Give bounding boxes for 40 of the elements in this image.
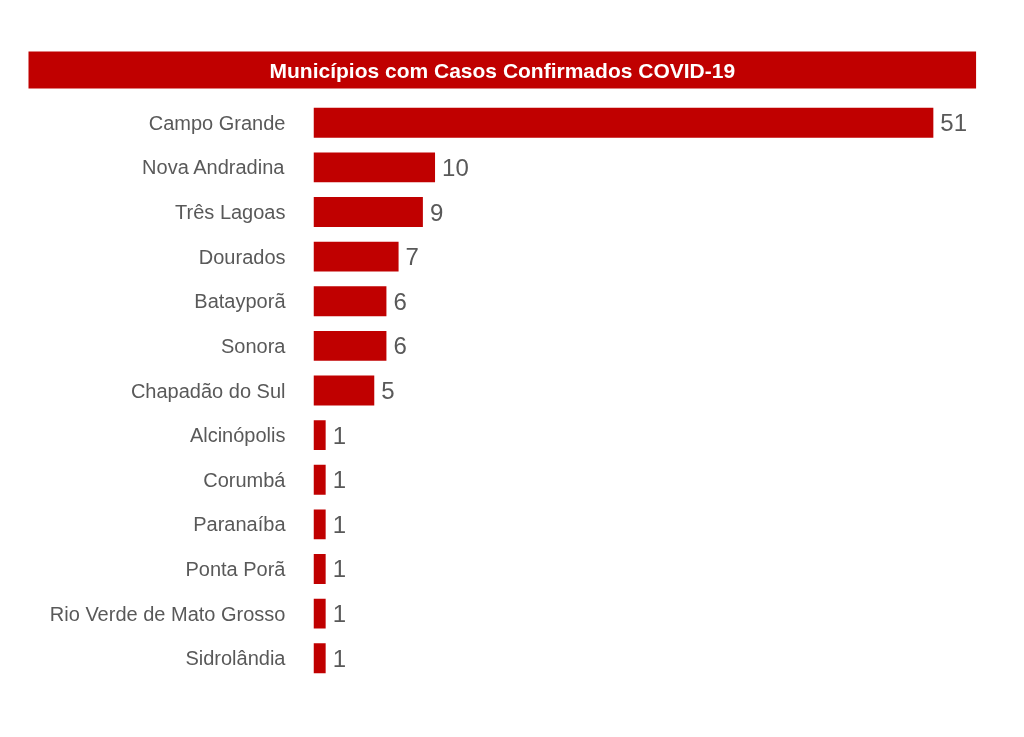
y-tick-label: Batayporã — [194, 290, 287, 313]
data-label: 10 — [442, 153, 469, 181]
data-label: 6 — [393, 287, 407, 315]
y-tick-label: Dourados — [198, 245, 286, 268]
bar — [313, 286, 387, 317]
bar — [313, 554, 326, 584]
bar — [313, 330, 387, 361]
data-label: 1 — [332, 466, 347, 494]
y-tick-label: Alcinópolis — [189, 424, 286, 447]
y-tick-label: Três Lagoas — [175, 201, 286, 224]
data-label: 9 — [429, 198, 444, 226]
bar — [313, 464, 326, 495]
y-tick-label: Campo Grande — [148, 111, 286, 134]
bar — [313, 509, 326, 540]
y-tick-label: Sonora — [221, 334, 287, 357]
data-label: 7 — [405, 243, 419, 271]
y-tick-label: Chapadão do Sul — [130, 379, 286, 402]
bar — [313, 152, 436, 183]
bar — [313, 598, 326, 629]
bar — [313, 420, 326, 451]
bar — [313, 241, 399, 272]
y-tick-label: Paranaíba — [193, 513, 287, 536]
data-label: 1 — [332, 644, 347, 672]
data-label: 6 — [393, 332, 407, 360]
y-tick-label: Corumbá — [203, 468, 287, 491]
bar — [313, 375, 375, 406]
chart-title: Municípios com Casos Confirmados COVID-19 — [269, 58, 736, 82]
data-label: 1 — [332, 600, 347, 628]
data-label: 1 — [332, 555, 347, 583]
bar — [313, 107, 934, 138]
data-label: 1 — [332, 421, 347, 449]
y-tick-label: Rio Verde de Mato Grosso — [49, 602, 286, 625]
data-label: 5 — [381, 377, 395, 404]
data-label: 51 — [940, 109, 968, 137]
y-tick-label: Nova Andradina — [142, 156, 286, 179]
data-label: 1 — [332, 510, 347, 538]
y-tick-label: Ponta Porã — [185, 557, 287, 580]
bar — [313, 197, 423, 227]
y-tick-label: Sidrolândia — [185, 647, 287, 670]
bar — [313, 643, 326, 674]
